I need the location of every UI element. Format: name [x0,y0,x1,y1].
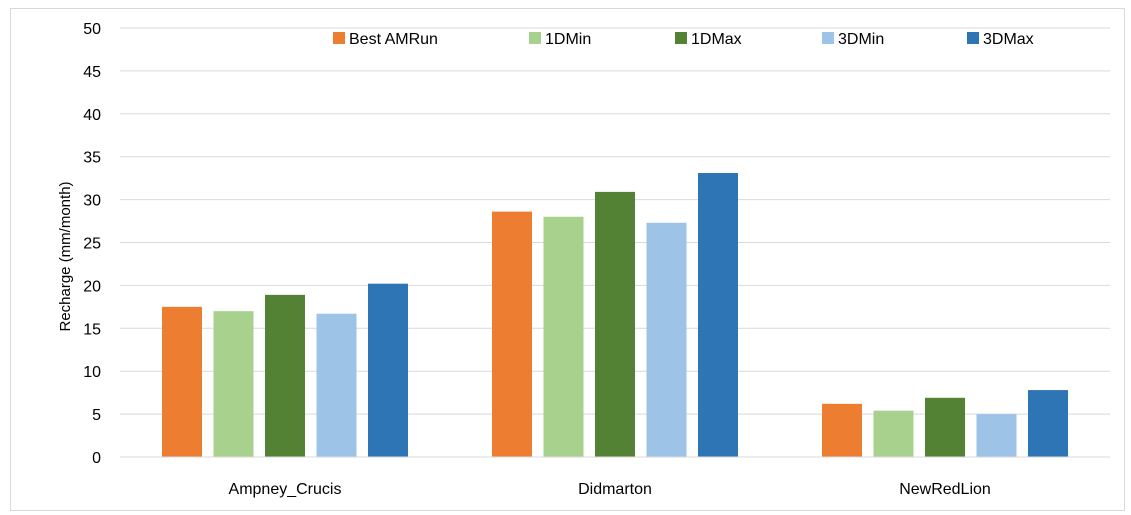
y-tick-label: 5 [92,407,101,424]
legend-label: 1DMax [691,31,742,48]
x-axis-ticks: Ampney_Crucis Didmarton NewRedLion [229,481,991,498]
bar-1dmin-didmarton [543,216,584,457]
y-tick-label: 20 [83,278,101,295]
bar-1dmax-newredlion [925,397,965,457]
bar-1dmax-didmarton [595,191,635,458]
y-tick-label: 15 [83,321,101,338]
bar-3dmax-didmarton [698,173,738,457]
legend-swatch [333,32,345,44]
legend-label: 3DMax [983,31,1034,48]
legend-label: 3DMin [838,31,884,48]
y-axis-ticks: 0 5 10 15 20 25 30 35 40 45 50 [83,21,101,467]
bar-1dmin-ampney_crucis [213,311,254,457]
bar-1dmin-newredlion [873,410,914,457]
bars [162,173,1068,458]
bar-best-amrun-ampney_crucis [162,306,202,457]
y-tick-label: 45 [83,64,101,81]
y-tick-label: 10 [83,364,101,381]
bar-3dmin-didmarton [646,222,687,457]
y-tick-label: 40 [83,107,101,124]
y-tick-label: 0 [92,450,101,467]
legend: Best AMRun 1DMin 1DMax 3DMin 3DMax [333,31,1034,48]
bar-3dmin-ampney_crucis [316,313,357,457]
y-tick-label: 35 [83,150,101,167]
y-tick-label: 50 [83,21,101,38]
x-tick-label: Ampney_Crucis [229,481,342,498]
bar-1dmax-ampney_crucis [265,294,305,457]
legend-swatch [675,32,687,44]
legend-label: 1DMin [545,31,591,48]
bar-3dmax-ampney_crucis [368,283,408,457]
y-axis-title: Recharge (mm/month) [57,181,74,331]
bar-best-amrun-newredlion [822,403,862,457]
bar-3dmax-newredlion [1028,390,1068,457]
legend-swatch [822,32,834,44]
legend-swatch [967,32,979,44]
bar-3dmin-newredlion [976,414,1017,457]
y-tick-label: 30 [83,193,101,210]
bar-best-amrun-didmarton [492,211,532,457]
x-tick-label: Didmarton [578,481,652,498]
y-tick-label: 25 [83,236,101,253]
x-tick-label: NewRedLion [899,481,991,498]
legend-swatch [529,32,541,44]
legend-label: Best AMRun [349,31,438,48]
